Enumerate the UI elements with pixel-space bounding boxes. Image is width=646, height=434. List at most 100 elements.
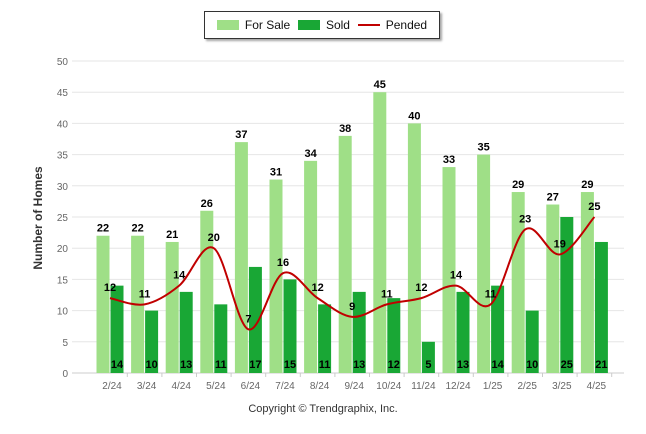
legend-label-for-sale: For Sale <box>244 18 291 32</box>
label-for-sale: 37 <box>235 129 247 141</box>
label-pended: 12 <box>311 282 323 294</box>
bar-sold <box>352 291 366 373</box>
x-tick-label: 4/25 <box>587 381 607 392</box>
label-for-sale: 40 <box>408 110 420 122</box>
bar-for-sale <box>407 123 421 374</box>
label-pended: 9 <box>349 301 355 313</box>
legend: For Sale Sold Pended <box>204 11 440 39</box>
label-pended: 11 <box>381 288 393 300</box>
x-tick-label: 5/24 <box>206 381 226 392</box>
bar-sold <box>145 310 159 373</box>
bar-for-sale <box>304 160 318 373</box>
bar-sold <box>214 304 228 373</box>
label-sold: 17 <box>249 359 261 371</box>
bar-sold <box>110 285 124 373</box>
x-tick-label: 9/24 <box>344 381 364 392</box>
label-for-sale: 22 <box>97 223 109 235</box>
label-for-sale: 38 <box>339 123 351 135</box>
label-for-sale: 21 <box>166 229 178 241</box>
label-sold: 11 <box>319 359 331 371</box>
y-axis-label: Number of Homes <box>31 166 45 270</box>
legend-label-sold: Sold <box>325 18 350 32</box>
label-for-sale: 35 <box>477 142 489 154</box>
label-pended: 20 <box>208 232 220 244</box>
bar-for-sale <box>338 135 352 373</box>
label-sold: 10 <box>526 359 538 371</box>
bar-sold <box>560 217 574 373</box>
x-tick-label: 11/24 <box>411 381 436 392</box>
label-for-sale: 31 <box>270 167 282 179</box>
label-sold: 21 <box>595 359 607 371</box>
label-for-sale: 27 <box>547 192 559 204</box>
label-sold: 15 <box>284 359 296 371</box>
y-tick-label: 15 <box>57 275 69 286</box>
x-axis-ticks: 2/24 3/24 4/24 5/24 6/24 7/24 8/24 9/24 10/24 11/… <box>102 373 613 392</box>
y-tick-label: 20 <box>57 244 69 255</box>
label-for-sale: 34 <box>304 148 317 160</box>
bar-for-sale <box>546 204 560 373</box>
pended-swatch <box>357 24 380 26</box>
bar-for-sale <box>269 179 283 373</box>
x-tick-label: 2/25 <box>517 381 537 392</box>
label-pended: 11 <box>139 288 151 300</box>
bar-for-sale <box>511 192 525 373</box>
label-sold: 25 <box>561 359 573 371</box>
x-tick-label: 1/25 <box>483 381 503 392</box>
bar-for-sale <box>477 154 491 373</box>
legend-item-for-sale[interactable]: For Sale <box>216 18 291 32</box>
bar-sold <box>421 341 435 373</box>
x-tick-label: 10/24 <box>376 381 401 392</box>
data-labels: 22 14 22 10 21 13 26 11 37 17 31 15 34 11 38 13 45 12 40 5 3… <box>97 79 608 371</box>
bar-for-sale <box>373 92 387 373</box>
label-sold: 14 <box>111 359 124 371</box>
x-tick-label: 3/24 <box>137 381 157 392</box>
y-tick-label: 35 <box>57 151 69 162</box>
bar-for-sale <box>234 142 248 373</box>
copyright-text: Copyright © Trendgraphix, Inc. <box>248 403 398 415</box>
bar-for-sale <box>165 241 179 373</box>
y-tick-label: 5 <box>62 338 68 349</box>
label-pended: 23 <box>519 213 531 225</box>
label-pended: 25 <box>588 201 600 213</box>
for-sale-swatch <box>216 20 239 30</box>
bar-sold <box>283 279 297 373</box>
bar-sold <box>248 266 262 373</box>
bars <box>96 92 608 374</box>
x-tick-label: 7/24 <box>275 381 295 392</box>
bar-for-sale <box>442 167 456 373</box>
legend-item-sold[interactable]: Sold <box>297 18 350 32</box>
label-pended: 19 <box>554 238 566 250</box>
label-pended: 14 <box>173 270 186 282</box>
y-tick-label: 50 <box>57 57 69 68</box>
label-pended: 14 <box>450 270 463 282</box>
y-tick-label: 30 <box>57 182 69 193</box>
bar-sold <box>594 241 608 373</box>
x-tick-label: 3/25 <box>552 381 572 392</box>
label-sold: 10 <box>145 359 157 371</box>
label-pended: 7 <box>245 313 251 325</box>
legend-item-pended[interactable]: Pended <box>357 18 427 32</box>
label-for-sale: 33 <box>443 154 455 166</box>
label-sold: 5 <box>425 359 431 371</box>
bar-sold <box>387 298 401 373</box>
bar-for-sale <box>580 192 594 373</box>
label-sold: 13 <box>457 359 469 371</box>
bar-sold <box>491 285 505 373</box>
bar-for-sale <box>96 235 110 373</box>
label-pended: 11 <box>485 288 497 300</box>
label-for-sale: 22 <box>131 223 143 235</box>
label-for-sale: 29 <box>581 179 593 191</box>
y-tick-label: 45 <box>57 88 69 99</box>
bar-sold <box>179 291 193 373</box>
label-sold: 14 <box>491 359 504 371</box>
label-sold: 11 <box>215 359 227 371</box>
pended-line <box>109 216 596 331</box>
bar-sold <box>456 291 470 373</box>
bar-sold <box>525 310 539 373</box>
label-for-sale: 45 <box>374 79 386 91</box>
x-tick-label: 6/24 <box>241 381 261 392</box>
label-pended: 12 <box>415 282 427 294</box>
x-tick-label: 12/24 <box>445 381 470 392</box>
label-for-sale: 26 <box>201 198 213 210</box>
